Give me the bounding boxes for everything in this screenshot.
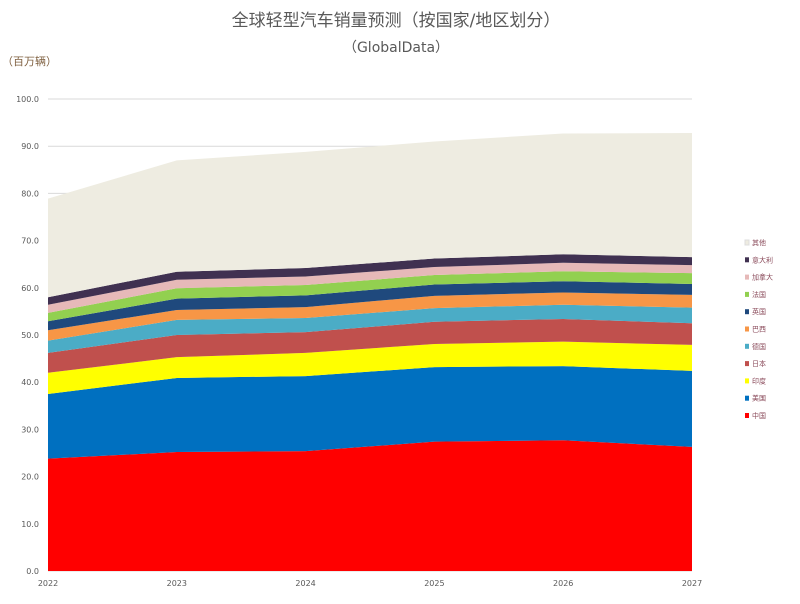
legend-label: 巴西 [752, 326, 766, 334]
chart-subtitle: （GlobalData） [343, 40, 449, 56]
legend-item: 中国 [745, 411, 766, 420]
legend-swatch [745, 378, 749, 384]
y-tick-label: 20.0 [21, 473, 39, 482]
legend-item: 巴西 [745, 326, 766, 334]
legend: 中国 美国 印度 日本 德国 巴西 英国 法国 加拿大 意大利 其他 [744, 238, 773, 420]
legend-swatch [745, 326, 749, 332]
legend-label: 其他 [752, 238, 766, 247]
legend-swatch [744, 239, 750, 246]
legend-swatch [745, 361, 749, 367]
legend-label: 美国 [752, 394, 766, 403]
legend-item: 印度 [745, 376, 766, 385]
y-tick-label: 70.0 [21, 237, 39, 246]
legend-item: 日本 [745, 359, 766, 368]
x-tick-label: 2024 [295, 579, 315, 588]
y-axis-ticks: 0.0 10.0 20.0 30.0 40.0 50.0 60.0 70.0 80.0 90.0 1… [16, 95, 39, 576]
y-axis-unit-label: （百万辆） [2, 54, 57, 68]
legend-swatch [745, 413, 749, 418]
legend-swatch [745, 309, 749, 315]
x-tick-label: 2023 [167, 579, 187, 588]
legend-label: 法国 [752, 290, 766, 299]
chart-title: 全球轻型汽车销量预测（按国家/地区划分） [232, 11, 561, 31]
legend-swatch [745, 395, 749, 401]
area-10 [48, 132, 692, 298]
y-tick-label: 10.0 [21, 520, 39, 529]
legend-label: 加拿大 [752, 273, 773, 282]
y-tick-label: 40.0 [21, 378, 39, 387]
legend-label: 日本 [752, 359, 766, 368]
legend-label: 英国 [752, 307, 766, 316]
x-tick-label: 2026 [553, 579, 573, 588]
legend-label: 德国 [752, 342, 766, 351]
legend-item: 英国 [745, 307, 766, 316]
y-tick-label: 60.0 [21, 284, 39, 293]
legend-label: 中国 [752, 411, 766, 420]
y-tick-label: 90.0 [21, 142, 39, 151]
y-tick-label: 30.0 [21, 425, 39, 434]
area-0 [48, 440, 692, 571]
area-series [48, 132, 692, 571]
legend-label: 意大利 [752, 255, 773, 264]
area-7 [48, 271, 692, 322]
y-tick-label: 50.0 [21, 331, 39, 340]
area-1 [48, 366, 692, 459]
legend-item: 美国 [745, 394, 766, 403]
legend-item: 德国 [745, 342, 766, 351]
legend-label: 印度 [752, 376, 766, 385]
x-tick-label: 2027 [682, 579, 702, 588]
legend-item: 其他 [744, 238, 766, 247]
legend-swatch [745, 291, 749, 297]
x-axis-ticks: 2022 2023 2024 2025 2026 2027 [38, 579, 702, 588]
legend-item: 意大利 [745, 255, 773, 264]
area-8 [48, 262, 692, 313]
y-tick-label: 100.0 [16, 95, 39, 104]
legend-swatch [745, 274, 749, 280]
legend-item: 法国 [745, 290, 766, 299]
legend-item: 加拿大 [745, 273, 773, 282]
area-2 [48, 341, 692, 394]
x-tick-label: 2022 [38, 579, 58, 588]
area-5 [48, 292, 692, 341]
y-tick-label: 0.0 [26, 567, 39, 576]
x-tick-label: 2025 [424, 579, 444, 588]
area-4 [48, 304, 692, 353]
legend-swatch [745, 257, 749, 263]
legend-swatch [745, 343, 749, 349]
area-6 [48, 281, 692, 331]
y-tick-label: 80.0 [21, 189, 39, 198]
area-9 [48, 254, 692, 305]
area-3 [48, 318, 692, 373]
